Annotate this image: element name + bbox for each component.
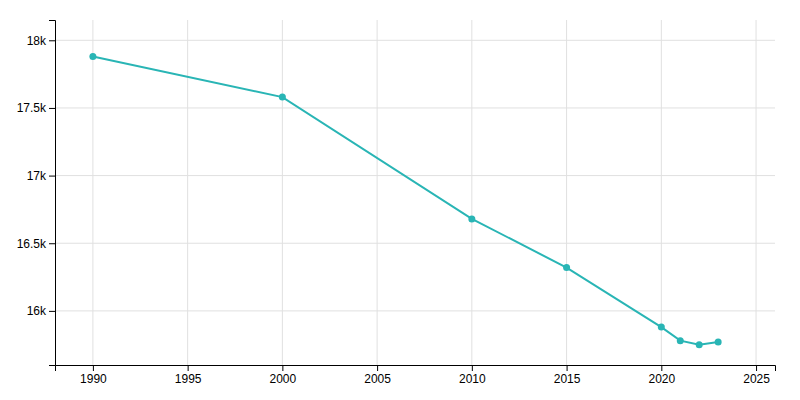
x-grid-line — [566, 20, 567, 365]
point — [563, 264, 570, 271]
point — [279, 94, 286, 101]
y-tick-mark — [49, 311, 55, 312]
x-tick-mark — [567, 365, 568, 371]
y-tick: 16.5k — [17, 237, 55, 251]
x-tick: 1990 — [80, 365, 107, 386]
y-tick: 16k — [27, 304, 55, 318]
x-tick-mark — [188, 365, 189, 371]
x-grid-line — [377, 20, 378, 365]
x-grid-line — [92, 20, 93, 365]
y-grid-line — [55, 40, 775, 41]
y-tick-mark — [49, 243, 55, 244]
y-tick-mark — [49, 176, 55, 177]
line — [93, 57, 718, 345]
chart-svg: 1990 1995 2000 2005 2010 2015 2020 2025 16k 16.5k… — [0, 0, 800, 400]
y-grid-line — [55, 107, 775, 108]
chart-container: 1990 1995 2000 2005 2010 2015 2020 2025 16k 16.5k… — [0, 0, 800, 400]
x-tick-label: 2000 — [270, 372, 297, 386]
y-tick-mark — [49, 108, 55, 109]
point — [468, 215, 475, 222]
x-tick-mark — [93, 365, 94, 371]
point — [677, 337, 684, 344]
point — [696, 341, 703, 348]
point — [89, 53, 96, 60]
x-tick: 2015 — [554, 365, 581, 386]
y-tick-label: 17.5k — [17, 101, 47, 115]
x-tick-label: 2020 — [648, 372, 675, 386]
y-tick-mark — [49, 40, 55, 41]
y-tick-label: 16k — [27, 304, 47, 318]
x-tick: 2000 — [270, 365, 297, 386]
x-grid-line — [756, 20, 757, 365]
x-grid-line — [187, 20, 188, 365]
y-tick: 18k — [27, 34, 55, 48]
x-grid-line — [661, 20, 662, 365]
x-tick-label: 1990 — [80, 372, 107, 386]
y-tick-label: 16.5k — [17, 237, 47, 251]
x-axis-line — [56, 366, 776, 372]
y-tick-label: 18k — [27, 34, 47, 48]
x-tick-mark — [377, 365, 378, 371]
x-tick-mark — [756, 365, 757, 371]
x-tick: 2005 — [364, 365, 391, 386]
series — [89, 53, 721, 348]
plot-area: 1990 1995 2000 2005 2010 2015 2020 2025 16k 16.5k… — [17, 20, 776, 386]
x-grid-line — [282, 20, 283, 365]
y-tick: 17k — [27, 169, 55, 183]
y-axis: 16k 16.5k 17k 17.5k 18k — [17, 21, 56, 366]
x-tick-label: 2005 — [364, 372, 391, 386]
x-tick-label: 2010 — [459, 372, 486, 386]
x-tick-label: 2015 — [554, 372, 581, 386]
point — [658, 324, 665, 331]
x-tick-mark — [282, 365, 283, 371]
x-tick: 2010 — [459, 365, 486, 386]
y-tick-label: 17k — [27, 169, 47, 183]
point — [715, 339, 722, 346]
y-grid-line — [55, 175, 775, 176]
x-tick: 1995 — [175, 365, 202, 386]
grid — [55, 20, 775, 365]
x-axis: 1990 1995 2000 2005 2010 2015 2020 2025 — [56, 365, 776, 386]
x-tick: 2020 — [648, 365, 675, 386]
x-tick: 2025 — [743, 365, 770, 386]
y-grid-line — [55, 243, 775, 244]
y-grid-line — [55, 310, 775, 311]
x-tick-label: 2025 — [743, 372, 770, 386]
x-grid-line — [471, 20, 472, 365]
x-tick-mark — [472, 365, 473, 371]
y-tick: 17.5k — [17, 101, 55, 115]
x-tick-mark — [661, 365, 662, 371]
x-tick-label: 1995 — [175, 372, 202, 386]
y-axis-line — [49, 21, 56, 366]
